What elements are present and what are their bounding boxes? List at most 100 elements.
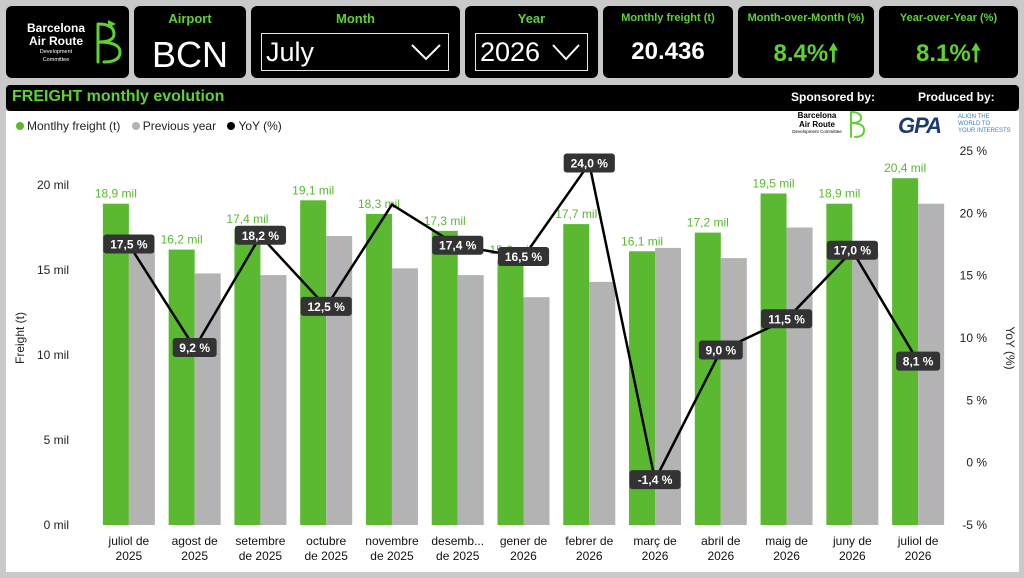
x-tick-label: juny de bbox=[832, 534, 872, 548]
x-tick-label: 2025 bbox=[181, 549, 208, 563]
month-card: Month July bbox=[251, 6, 460, 78]
yoy-label-box bbox=[563, 153, 615, 173]
produced-label: Produced by: bbox=[918, 90, 995, 104]
kpi-yoy-label: Year-over-Year (%) bbox=[899, 12, 998, 24]
x-tick-label: novembre bbox=[365, 534, 419, 548]
chart-legend: Montlhy freight (t) Previous year YoY (%… bbox=[16, 119, 290, 133]
yoy-label-box bbox=[103, 234, 155, 254]
freight-bar-label: 17,2 mil bbox=[687, 216, 729, 230]
x-tick-label: de 2025 bbox=[370, 549, 414, 563]
yoy-data-label: -1,4 % bbox=[638, 473, 673, 487]
x-tick-label: de 2025 bbox=[436, 549, 480, 563]
freight-bar bbox=[760, 193, 787, 525]
airport-value[interactable]: BCN bbox=[151, 34, 228, 75]
y2-tick-label: 25 % bbox=[960, 144, 988, 158]
legend-dot-gray bbox=[131, 122, 140, 130]
freight-bar bbox=[300, 200, 327, 526]
year-card: Year 2026 bbox=[465, 6, 598, 78]
freight-bar bbox=[234, 229, 261, 525]
yoy-label-box bbox=[826, 240, 878, 260]
previous-year-bar bbox=[589, 281, 616, 525]
y-axis-title: Freight (t) bbox=[13, 312, 27, 364]
yoy-label-box bbox=[896, 351, 941, 371]
previous-year-bar bbox=[523, 297, 550, 525]
freight-bar-label: 18,9 mil bbox=[818, 187, 860, 201]
chevron-down-icon bbox=[552, 44, 580, 61]
chevron-down-icon bbox=[411, 44, 441, 61]
freight-bar bbox=[102, 203, 129, 525]
previous-year-bar bbox=[194, 273, 221, 525]
previous-year-bar bbox=[457, 275, 484, 525]
yoy-data-label: 12,5 % bbox=[308, 300, 346, 314]
previous-year-bar bbox=[852, 251, 879, 526]
freight-bar-label: 17,3 mil bbox=[424, 214, 466, 228]
yoy-data-label: 24,0 % bbox=[571, 156, 609, 170]
kpi-mom-card: Month-over-Month (%) 8.4%🠕 bbox=[738, 6, 874, 78]
x-tick-label: gener de bbox=[500, 534, 548, 548]
freight-bar bbox=[168, 249, 195, 525]
x-tick-label: juliol de bbox=[897, 534, 939, 548]
kpi-mom-row: 8.4%🠕 bbox=[738, 36, 874, 77]
y2-tick-label: 20 % bbox=[960, 206, 988, 220]
y-tick-label: 5 mil bbox=[44, 433, 69, 447]
legend-item-previous-year[interactable]: Previous year bbox=[131, 119, 216, 133]
x-tick-label: setembre bbox=[235, 534, 285, 548]
month-dropdown[interactable]: July bbox=[261, 33, 449, 71]
x-tick-label: juliol de bbox=[108, 534, 150, 548]
yoy-data-label: 17,0 % bbox=[834, 244, 872, 258]
x-tick-label: de 2025 bbox=[239, 549, 283, 563]
year-selected-value: 2026 bbox=[480, 37, 541, 67]
previous-year-bar bbox=[326, 236, 353, 525]
x-tick-label: maig de bbox=[765, 534, 808, 548]
previous-year-bar bbox=[391, 268, 418, 525]
logo-card: Barcelona Air Route Development Committe… bbox=[6, 6, 129, 78]
freight-bar-label: 18,3 mil bbox=[358, 197, 400, 211]
freight-bar-label: 18,9 mil bbox=[95, 187, 137, 201]
yoy-data-label: 16,5 % bbox=[505, 250, 543, 264]
previous-year-bar bbox=[786, 227, 813, 525]
yoy-data-label: 18,2 % bbox=[242, 229, 280, 243]
x-tick-label: 2026 bbox=[905, 549, 932, 563]
previous-year-bar bbox=[720, 258, 747, 525]
freight-bar bbox=[892, 178, 919, 525]
freight-bar bbox=[497, 259, 524, 525]
section-title-bar: FREIGHT monthly evolution Sponsored by: … bbox=[6, 85, 1019, 111]
y-tick-label: 15 mil bbox=[37, 263, 69, 277]
y2-axis-title: YoY (%) bbox=[1003, 326, 1017, 369]
yoy-data-label: 8,1 % bbox=[903, 355, 934, 369]
arrow-up-icon: 🠕 bbox=[970, 40, 981, 67]
x-tick-label: març de bbox=[633, 534, 677, 548]
legend-item-yoy[interactable]: YoY (%) bbox=[227, 119, 282, 133]
x-tick-label: desemb... bbox=[431, 534, 484, 548]
airport-label: Airport bbox=[168, 11, 212, 26]
y-tick-label: 0 mil bbox=[44, 518, 69, 532]
sponsor-logo: Barcelona Air Route Development Committe… bbox=[792, 111, 842, 134]
kpi-yoy-value: 8.1% bbox=[916, 40, 971, 67]
yoy-label-box bbox=[698, 340, 743, 360]
x-tick-label: agost de bbox=[172, 534, 218, 548]
kpi-mom-label: Month-over-Month (%) bbox=[747, 12, 865, 24]
yoy-label-box bbox=[300, 296, 352, 316]
legend-item-freight[interactable]: Montlhy freight (t) bbox=[16, 119, 120, 133]
gpa-logo: GPA bbox=[898, 113, 942, 138]
year-dropdown[interactable]: 2026 bbox=[475, 33, 588, 71]
section-title: FREIGHT monthly evolution bbox=[12, 88, 225, 105]
freight-bar bbox=[365, 213, 392, 525]
kpi-monthly-freight-value: 20.436 bbox=[631, 38, 705, 65]
kpi-monthly-freight-label: Monthly freight (t) bbox=[621, 12, 715, 24]
arrow-up-icon: 🠕 bbox=[828, 40, 839, 67]
route-b-icon bbox=[96, 20, 122, 64]
yoy-label-box bbox=[760, 309, 813, 329]
x-tick-label: abril de bbox=[701, 534, 741, 548]
x-tick-label: 2026 bbox=[642, 549, 669, 563]
freight-bar-label: 17,7 mil bbox=[555, 207, 597, 221]
y2-tick-label: 0 % bbox=[966, 456, 987, 470]
y2-tick-label: 15 % bbox=[960, 269, 988, 283]
sponsored-label: Sponsored by: bbox=[791, 90, 876, 104]
yoy-label-box bbox=[497, 246, 550, 266]
previous-year-bar bbox=[128, 251, 155, 526]
y2-tick-label: 10 % bbox=[960, 331, 988, 345]
yoy-label-box bbox=[234, 225, 287, 245]
x-tick-label: de 2025 bbox=[304, 549, 348, 563]
x-tick-label: 2025 bbox=[116, 549, 143, 563]
